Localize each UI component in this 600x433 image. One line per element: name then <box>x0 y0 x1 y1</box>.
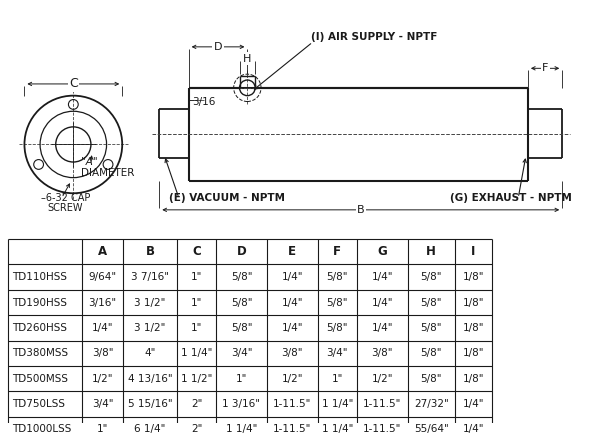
Text: 1 1/4": 1 1/4" <box>226 424 257 433</box>
Text: 5/8": 5/8" <box>326 323 348 333</box>
Text: 1-11.5": 1-11.5" <box>363 399 401 409</box>
Text: 6 1/4": 6 1/4" <box>134 424 166 433</box>
Text: 1/2": 1/2" <box>281 374 303 384</box>
Text: TD260HSS: TD260HSS <box>12 323 67 333</box>
Text: 5/8": 5/8" <box>421 374 442 384</box>
Text: TD750LSS: TD750LSS <box>12 399 65 409</box>
Text: 1 1/4": 1 1/4" <box>322 424 353 433</box>
Text: 1 1/2": 1 1/2" <box>181 374 212 384</box>
Text: 1/4": 1/4" <box>371 323 393 333</box>
Text: A: A <box>98 246 107 259</box>
Text: F: F <box>334 246 341 259</box>
Text: –6-32 CAP: –6-32 CAP <box>41 193 90 203</box>
Text: SCREW: SCREW <box>48 203 83 213</box>
Text: (I) AIR SUPPLY - NPTF: (I) AIR SUPPLY - NPTF <box>311 32 437 42</box>
Text: 3/16: 3/16 <box>193 97 216 107</box>
Text: 3/16": 3/16" <box>89 297 117 307</box>
Text: 1/4": 1/4" <box>281 297 303 307</box>
Text: 3/4": 3/4" <box>231 348 252 359</box>
Text: 5/8": 5/8" <box>421 272 442 282</box>
Text: 1-11.5": 1-11.5" <box>273 424 311 433</box>
Text: 1/8": 1/8" <box>463 272 484 282</box>
Text: 1": 1" <box>332 374 343 384</box>
Text: 1": 1" <box>97 424 109 433</box>
Text: 5/8": 5/8" <box>421 323 442 333</box>
Text: G: G <box>377 246 387 259</box>
Text: 4 13/16": 4 13/16" <box>128 374 172 384</box>
Text: C: C <box>192 246 201 259</box>
Text: 3/8": 3/8" <box>281 348 303 359</box>
Text: H: H <box>243 54 251 64</box>
Text: 1-11.5": 1-11.5" <box>363 424 401 433</box>
Text: 1/4": 1/4" <box>371 272 393 282</box>
Text: I: I <box>471 246 475 259</box>
Text: 5/8": 5/8" <box>421 348 442 359</box>
Text: 3/8": 3/8" <box>371 348 393 359</box>
Text: 5/8": 5/8" <box>231 297 252 307</box>
Text: 1/4": 1/4" <box>281 272 303 282</box>
Text: 1/4": 1/4" <box>463 424 484 433</box>
Text: B: B <box>357 205 365 215</box>
Text: (E) VACUUM - NPTM: (E) VACUUM - NPTM <box>169 193 285 203</box>
Text: 4": 4" <box>145 348 156 359</box>
Text: D: D <box>236 246 247 259</box>
Text: "A": "A" <box>81 157 98 167</box>
Text: 1": 1" <box>191 323 202 333</box>
Text: D: D <box>214 42 222 52</box>
Text: TD110HSS: TD110HSS <box>12 272 67 282</box>
Text: C: C <box>69 78 78 90</box>
Text: 1-11.5": 1-11.5" <box>273 399 311 409</box>
Text: 3/4": 3/4" <box>92 399 113 409</box>
Text: H: H <box>426 246 436 259</box>
Text: 5/8": 5/8" <box>421 297 442 307</box>
Text: 1/8": 1/8" <box>463 348 484 359</box>
Text: 5/8": 5/8" <box>231 272 252 282</box>
Text: 55/64": 55/64" <box>414 424 449 433</box>
Text: 1/2": 1/2" <box>92 374 113 384</box>
Text: 1 1/4": 1 1/4" <box>181 348 212 359</box>
Text: 3/8": 3/8" <box>92 348 113 359</box>
Text: 1": 1" <box>191 297 202 307</box>
Text: 9/64": 9/64" <box>89 272 117 282</box>
Text: E: E <box>289 246 296 259</box>
Text: 5/8": 5/8" <box>231 323 252 333</box>
Text: 1/8": 1/8" <box>463 297 484 307</box>
Text: TD1000LSS: TD1000LSS <box>12 424 71 433</box>
Text: 1": 1" <box>191 272 202 282</box>
Text: 1/4": 1/4" <box>463 399 484 409</box>
Text: 2": 2" <box>191 424 202 433</box>
Text: 5/8": 5/8" <box>326 272 348 282</box>
Text: 1/4": 1/4" <box>371 297 393 307</box>
Text: (G) EXHAUST - NPTM: (G) EXHAUST - NPTM <box>450 193 572 203</box>
Text: 3 7/16": 3 7/16" <box>131 272 169 282</box>
Text: 1/4": 1/4" <box>281 323 303 333</box>
Text: 2": 2" <box>191 399 202 409</box>
Text: F: F <box>542 63 548 73</box>
Text: 1/2": 1/2" <box>371 374 393 384</box>
Text: 5/8": 5/8" <box>326 297 348 307</box>
Text: 1 3/16": 1 3/16" <box>223 399 260 409</box>
Text: B: B <box>146 246 155 259</box>
Text: 3 1/2": 3 1/2" <box>134 297 166 307</box>
Text: 1/8": 1/8" <box>463 323 484 333</box>
Text: TD380MSS: TD380MSS <box>12 348 68 359</box>
Text: TD500MSS: TD500MSS <box>12 374 68 384</box>
Text: 1 1/4": 1 1/4" <box>322 399 353 409</box>
Text: 1": 1" <box>236 374 247 384</box>
Text: 3/4": 3/4" <box>326 348 348 359</box>
Text: 27/32": 27/32" <box>414 399 449 409</box>
Text: 3 1/2": 3 1/2" <box>134 323 166 333</box>
Text: 1/4": 1/4" <box>92 323 113 333</box>
Text: DIAMETER: DIAMETER <box>81 168 134 178</box>
Text: TD190HSS: TD190HSS <box>12 297 67 307</box>
Text: 5 15/16": 5 15/16" <box>128 399 172 409</box>
Text: 1/8": 1/8" <box>463 374 484 384</box>
